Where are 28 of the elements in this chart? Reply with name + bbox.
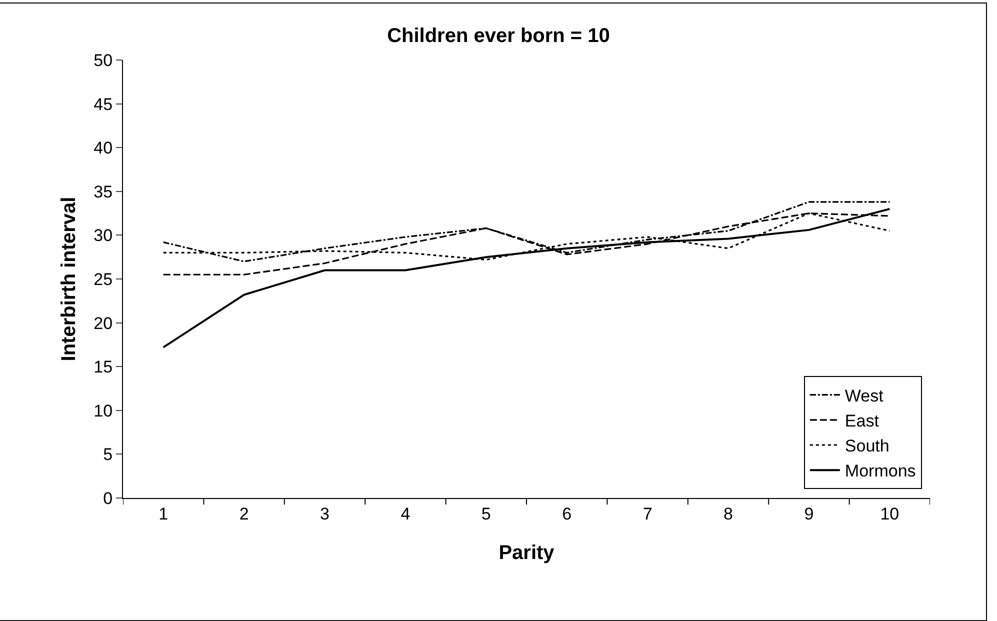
x-tick-label: 1 (158, 504, 168, 524)
x-axis-title: Parity (498, 542, 556, 564)
y-tick-label: 40 (94, 138, 113, 158)
x-tick-label: 2 (239, 504, 249, 524)
y-tick-label: 5 (103, 445, 113, 464)
x-tick-label: 5 (481, 504, 491, 524)
x-tick-label: 7 (642, 504, 652, 524)
legend-label: West (844, 386, 884, 406)
x-tick-label: 8 (724, 504, 733, 524)
legend-label: East (844, 412, 880, 431)
x-tick-label: 10 (880, 504, 900, 524)
y-tick-label: 25 (94, 270, 113, 289)
y-tick-label: 20 (94, 314, 113, 333)
y-tick-label: 10 (94, 401, 113, 420)
chart-title: Children ever born = 10 (387, 24, 610, 47)
x-tick-label: 3 (320, 504, 330, 524)
y-tick-label: 35 (94, 182, 113, 202)
x-tick-label: 6 (562, 504, 572, 524)
x-tick-label: 4 (400, 504, 410, 524)
y-tick-label: 0 (103, 488, 113, 508)
y-tick-label: 45 (94, 94, 113, 114)
y-tick-label: 15 (94, 358, 113, 377)
x-tick-label: 9 (804, 504, 814, 524)
legend-label: South (844, 436, 890, 456)
y-tick-label: 50 (94, 50, 113, 70)
y-tick-label: 30 (94, 226, 113, 246)
y-axis-title: Interbirth interval (58, 196, 80, 362)
legend-label: Mormons (844, 462, 916, 481)
